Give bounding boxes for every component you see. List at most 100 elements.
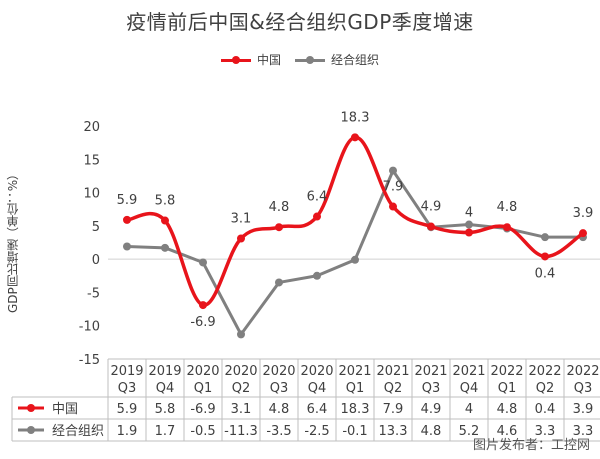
table-cell-value: -0.1: [342, 424, 367, 439]
data-label-china: 0.4: [535, 266, 556, 281]
point-china: [503, 223, 511, 232]
x-tick-label-year: 2021: [376, 364, 409, 379]
point-oecd: [199, 258, 207, 267]
point-china: [123, 215, 131, 224]
table-cell-value: 4.8: [421, 424, 442, 439]
point-china: [199, 301, 207, 310]
x-tick-label-year: 2022: [528, 364, 561, 379]
point-oecd: [123, 242, 131, 251]
table-cell-value: 18.3: [341, 402, 370, 417]
point-oecd: [541, 233, 549, 242]
data-label-china: 6.4: [307, 190, 328, 205]
table-cell-value: 3.1: [231, 402, 252, 417]
legend-swatch-oecd: [295, 55, 325, 65]
legend-label-oecd: 经合组织: [331, 53, 380, 67]
table-cell-value: -3.5: [266, 424, 291, 439]
data-label-china: 4.9: [421, 200, 442, 215]
data-label-china: 18.3: [341, 110, 370, 125]
data-label-china: -6.9: [190, 315, 215, 330]
table-key-marker: [27, 404, 35, 412]
data-label-china: 4.8: [269, 200, 290, 215]
x-tick-label-quarter: Q3: [574, 381, 593, 396]
x-tick-label-quarter: Q3: [118, 381, 137, 396]
legend-item-china: 中国: [220, 51, 281, 68]
x-tick-label-quarter: Q2: [384, 381, 403, 396]
legend-label-china: 中国: [256, 53, 281, 67]
y-tick-label: -5: [87, 286, 100, 301]
table-cell-value: 4.8: [497, 402, 518, 417]
x-tick-label-year: 2019: [148, 364, 181, 379]
y-tick-label: -10: [79, 320, 100, 335]
point-china: [541, 252, 549, 261]
x-tick-label-year: 2020: [186, 364, 219, 379]
point-china: [237, 234, 245, 243]
x-tick-label-quarter: Q3: [422, 381, 441, 396]
point-oecd: [313, 271, 321, 280]
point-oecd: [389, 166, 397, 175]
table-cell-value: -2.5: [304, 424, 329, 439]
x-tick-label-quarter: Q2: [232, 381, 251, 396]
table-cell-value: 4.9: [421, 402, 442, 417]
point-oecd: [237, 330, 245, 339]
point-china: [579, 229, 587, 238]
table-cell-value: 3.3: [535, 424, 556, 439]
point-china: [275, 223, 283, 232]
data-label-china: 5.8: [155, 194, 176, 209]
y-tick-label: 15: [83, 153, 100, 168]
table-cell-value: -0.5: [190, 424, 215, 439]
data-label-china: 3.9: [573, 206, 594, 221]
data-label-china: 5.9: [117, 193, 138, 208]
data-label-china: 4.8: [497, 200, 518, 215]
table-cell-value: 3.3: [573, 424, 594, 439]
series-line-china: [125, 135, 585, 307]
table-cell-value: 1.9: [117, 424, 138, 439]
data-label-china: 3.1: [231, 212, 252, 227]
y-tick-label: 0: [92, 253, 100, 268]
x-tick-label-year: 2021: [452, 364, 485, 379]
table-cell-value: -6.9: [190, 402, 215, 417]
table-cell-value: 5.9: [117, 402, 138, 417]
legend-swatch-china: [220, 55, 251, 65]
x-tick-label-quarter: Q2: [536, 381, 555, 396]
table-cell-value: -11.3: [224, 424, 258, 439]
x-tick-label-year: 2022: [566, 364, 599, 379]
x-tick-label-year: 2020: [300, 364, 333, 379]
table-cell-value: 4.6: [497, 424, 518, 439]
table-series-name: 经合组织: [52, 424, 104, 439]
y-tick-label: 10: [83, 187, 100, 202]
table-cell-value: 3.9: [573, 402, 594, 417]
point-oecd: [275, 278, 283, 287]
table-cell-value: 7.9: [383, 402, 404, 417]
chart-title: 疫情前后中国&经合组织GDP季度增速: [126, 10, 474, 34]
table-cell-value: 0.4: [535, 402, 556, 417]
point-china: [465, 228, 473, 237]
x-tick-label-quarter: Q1: [194, 381, 213, 396]
table-cell-value: 6.4: [307, 402, 328, 417]
point-china: [427, 222, 435, 231]
x-tick-label-quarter: Q1: [346, 381, 365, 396]
table-cell-value: 4: [465, 402, 473, 417]
series-line-oecd: [126, 169, 583, 336]
x-tick-label-year: 2021: [338, 364, 371, 379]
data-label-china: 7.9: [383, 180, 404, 195]
point-china: [313, 212, 321, 221]
legend: 中国 经合组织: [0, 51, 600, 68]
table-cell-value: 1.7: [155, 424, 176, 439]
table-cell-value: 13.3: [379, 424, 408, 439]
point-oecd: [351, 255, 359, 264]
x-tick-label-year: 2022: [490, 364, 523, 379]
x-tick-label-quarter: Q4: [460, 381, 479, 396]
point-oecd: [161, 243, 169, 252]
point-china: [351, 133, 359, 142]
table-series-name: 中国: [52, 402, 78, 417]
table-cell-value: 5.2: [459, 424, 480, 439]
x-tick-label-quarter: Q3: [270, 381, 289, 396]
table-cell-value: 4.8: [269, 402, 290, 417]
x-tick-label-quarter: Q4: [308, 381, 327, 396]
x-tick-label-year: 2021: [414, 364, 447, 379]
watermark-text: 图片发布者：工控网: [472, 438, 590, 453]
point-china: [161, 216, 169, 225]
x-tick-label-year: 2019: [110, 364, 143, 379]
x-tick-label-year: 2020: [262, 364, 295, 379]
y-tick-label: -15: [79, 353, 100, 368]
